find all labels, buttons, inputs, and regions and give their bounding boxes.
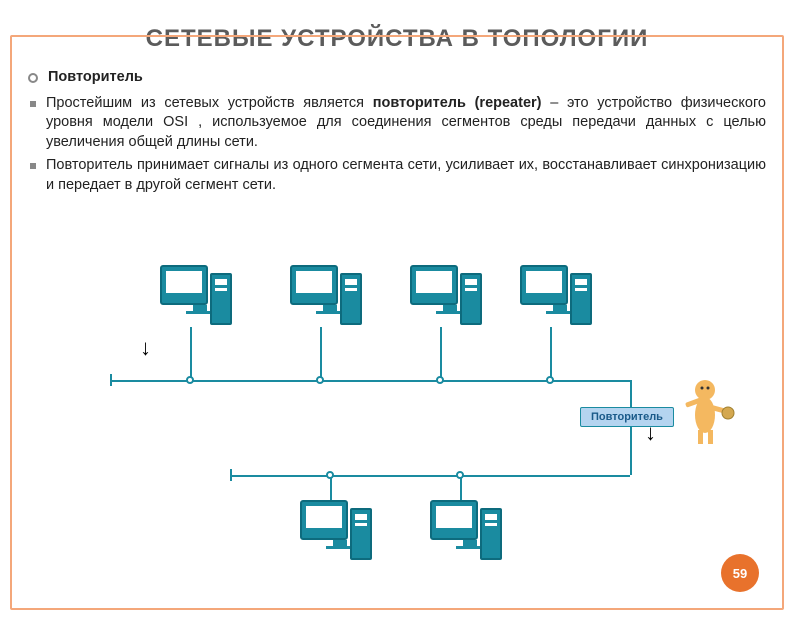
computer-icon <box>290 265 370 330</box>
connection-node-icon <box>456 471 464 479</box>
terminator-icon <box>110 374 112 386</box>
computer-icon <box>430 500 510 565</box>
connection-node-icon <box>186 376 194 384</box>
mascot-icon <box>680 375 740 445</box>
network-diagram: ↓↓Повторитель <box>0 255 794 585</box>
drop-line <box>440 327 442 380</box>
arrow-down-icon: ↓ <box>140 335 151 361</box>
connection-node-icon <box>316 376 324 384</box>
computer-icon <box>160 265 240 330</box>
connection-node-icon <box>326 471 334 479</box>
page-number-badge: 59 <box>721 554 759 592</box>
drop-line <box>550 327 552 380</box>
computer-icon <box>520 265 600 330</box>
drop-line <box>630 380 632 475</box>
computer-icon <box>300 500 380 565</box>
drop-line <box>320 327 322 380</box>
computer-icon <box>410 265 490 330</box>
drop-line <box>190 327 192 380</box>
terminator-icon <box>230 469 232 481</box>
repeater-label: Повторитель <box>580 407 674 427</box>
connection-node-icon <box>436 376 444 384</box>
connection-node-icon <box>546 376 554 384</box>
drop-line <box>230 475 630 477</box>
